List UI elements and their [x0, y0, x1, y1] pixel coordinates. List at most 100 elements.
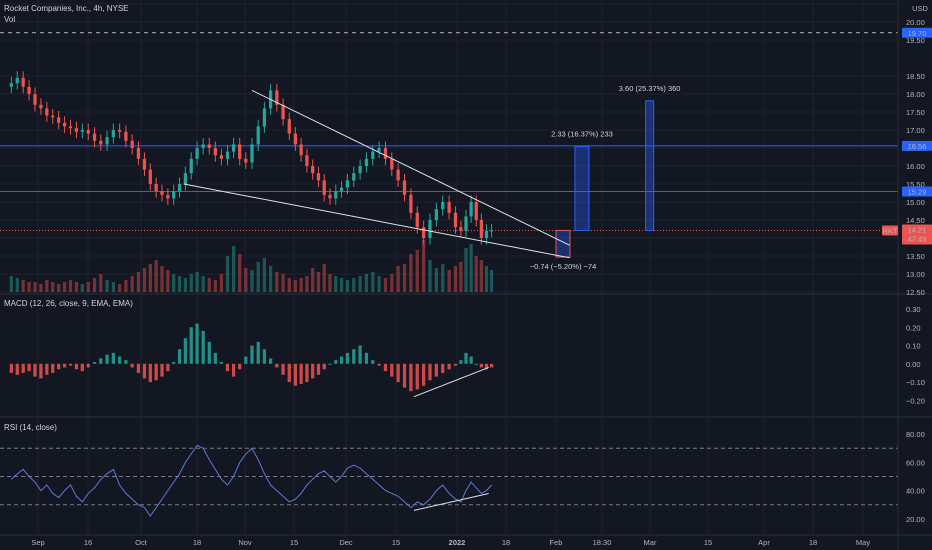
time-tick-label: 18 — [502, 538, 510, 547]
price-axis[interactable]: USD20.0019.5018.5018.0017.5017.0016.5016… — [906, 4, 928, 524]
macd-bar — [183, 338, 188, 364]
volume-bar — [256, 262, 260, 292]
macd-histogram — [9, 323, 494, 398]
price-tick-label: 17.50 — [906, 108, 925, 117]
macd-bar — [322, 363, 326, 370]
macd-bar — [250, 345, 254, 364]
projection-box — [555, 229, 571, 258]
macd-bar — [377, 363, 381, 366]
price-tick-label: 12.50 — [906, 288, 925, 297]
volume-bar — [469, 244, 473, 292]
price-tick-label: 17.00 — [906, 126, 925, 135]
currency-label: USD — [912, 4, 928, 13]
macd-bar — [422, 363, 426, 386]
candle-body — [428, 220, 432, 238]
candle-body — [201, 144, 205, 148]
candle-body — [92, 133, 97, 141]
volume-bar — [213, 280, 217, 292]
candle-body — [99, 140, 103, 145]
volume-bar — [322, 264, 326, 292]
volume-bar — [124, 280, 128, 292]
level-tag-label: 19.70 — [908, 29, 927, 38]
rsi-tick-label: 60.00 — [906, 458, 925, 467]
macd-tick-label: −0.20 — [906, 396, 925, 405]
macd-bar — [201, 330, 205, 364]
candle-body — [447, 202, 451, 213]
symbol-legend[interactable]: Rocket Companies, Inc., 4h, NYSE — [4, 4, 129, 13]
volume-bar — [287, 278, 291, 292]
candle-body — [396, 169, 400, 181]
candle-body — [244, 158, 248, 163]
macd-bar — [57, 363, 61, 370]
volume-bar — [15, 278, 19, 292]
projection-label: 2.33 (16.37%) 233 — [551, 130, 613, 139]
volume-bar — [428, 260, 432, 292]
time-tick-label: Sep — [31, 538, 44, 547]
candle-body — [15, 77, 19, 84]
volume-bar — [183, 278, 188, 292]
macd-bar — [474, 363, 478, 365]
macd-bar — [27, 363, 31, 372]
macd-bar — [15, 363, 19, 375]
projection-box — [645, 100, 655, 231]
macd-bar — [428, 363, 432, 381]
candle-body — [148, 169, 152, 184]
macd-bar — [124, 360, 128, 364]
candle-body — [453, 212, 458, 228]
volume-bar — [244, 268, 248, 292]
candle-body — [479, 220, 483, 238]
volume-bar — [172, 274, 176, 292]
macd-bar — [409, 363, 413, 392]
macd-bar — [148, 363, 152, 383]
volume-legend[interactable]: Vol — [4, 15, 16, 24]
time-axis[interactable]: Sep 16 Oct 18 Nov 15 Dec 15 2022 18 Feb 18:30 Mar 15 A… — [31, 538, 870, 547]
candle-body — [207, 144, 211, 148]
macd-bar — [80, 363, 84, 372]
volume-bar — [62, 282, 67, 292]
candle-body — [352, 173, 356, 181]
macd-bar — [142, 363, 147, 379]
trendlines[interactable] — [183, 89, 570, 259]
volume-bar — [250, 270, 254, 292]
candle-body — [57, 117, 61, 123]
macd-bar — [219, 361, 224, 364]
volume-bar — [358, 276, 362, 292]
candle-body — [62, 122, 67, 127]
volume-bar — [238, 254, 242, 292]
price-tick-label: 18.50 — [906, 72, 925, 81]
macd-bar — [339, 356, 344, 364]
volume-bar — [305, 276, 309, 292]
macd-bar — [195, 323, 199, 364]
candle-body — [68, 126, 73, 129]
rsi-divergence-line — [413, 492, 489, 511]
macd-tick-label: 0.10 — [906, 342, 921, 351]
volume-bar — [293, 280, 298, 292]
candle-body — [117, 130, 122, 132]
macd-bar — [105, 354, 109, 364]
time-tick-label: May — [856, 538, 870, 547]
volume-bar — [479, 260, 483, 292]
macd-bar — [415, 363, 419, 390]
volume-bar — [177, 276, 182, 292]
volume-bar — [74, 282, 79, 292]
projection-tools[interactable]: −0.74 (−5.20%) −74 2.33 (16.37%) 233 3.60 … — [530, 84, 681, 271]
candle-body — [390, 158, 394, 170]
price-tick-label: 20.00 — [906, 18, 925, 27]
ticker-tag-label: RKT — [883, 226, 898, 235]
volume-bar — [311, 268, 315, 292]
macd-bar — [256, 341, 260, 364]
rsi-legend[interactable]: RSI (14, close) — [4, 423, 57, 432]
candle-body — [281, 104, 285, 120]
candle-body — [328, 194, 332, 199]
macd-bar — [86, 363, 90, 368]
macd-bar — [189, 327, 193, 364]
volume-bar — [166, 270, 170, 292]
macd-bar — [371, 360, 375, 364]
macd-legend[interactable]: MACD (12, 26, close, 9, EMA, EMA) — [4, 299, 133, 308]
macd-bar — [99, 358, 103, 364]
macd-bar — [177, 349, 182, 364]
macd-tick-label: 0.00 — [906, 360, 921, 369]
macd-bar — [453, 363, 458, 366]
